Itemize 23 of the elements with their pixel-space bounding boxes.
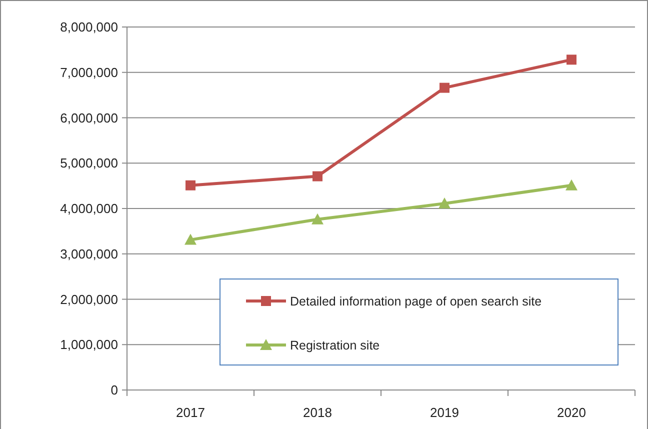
y-tick-label: 4,000,000 (60, 201, 118, 216)
point (566, 54, 576, 65)
x-tick-label: 2017 (176, 405, 205, 420)
x-tick-label: 2018 (303, 405, 332, 420)
y-tick-label: 3,000,000 (60, 246, 118, 262)
y-tick-label: 0 (110, 382, 118, 398)
y-tick-label: 2,000,000 (60, 292, 118, 307)
point (184, 234, 196, 245)
point (440, 82, 450, 93)
point (186, 180, 196, 190)
point (566, 179, 578, 190)
y-tick-label: 8,000,000 (60, 20, 118, 35)
y-tick-label: 6,000,000 (60, 110, 118, 126)
y-tick-label: 5,000,000 (60, 156, 118, 171)
point (312, 171, 322, 182)
legend-label: Detailed information page of open search site (290, 294, 542, 308)
legend-label: Registration site (290, 338, 380, 352)
point (438, 198, 450, 209)
y-tick-label: 1,000,000 (60, 337, 118, 352)
y-tick-label: 7,000,000 (60, 64, 118, 80)
x-tick-label: 2020 (557, 405, 586, 420)
x-tick-label: 2019 (430, 405, 459, 420)
point (312, 213, 324, 224)
